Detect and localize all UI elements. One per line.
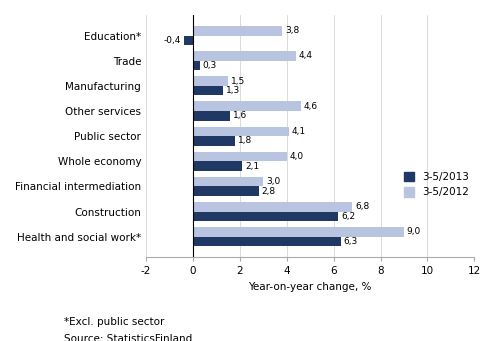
Text: 4,0: 4,0 <box>290 152 304 161</box>
Text: 4,6: 4,6 <box>304 102 318 111</box>
Text: 4,4: 4,4 <box>299 51 313 60</box>
Bar <box>193 86 223 95</box>
Text: 6,8: 6,8 <box>355 202 370 211</box>
Bar <box>193 227 404 237</box>
Text: 6,3: 6,3 <box>344 237 358 246</box>
Text: -0,4: -0,4 <box>163 36 181 45</box>
Text: 9,0: 9,0 <box>407 227 421 236</box>
Bar <box>193 76 228 86</box>
Text: 2,8: 2,8 <box>261 187 275 196</box>
Legend: 3-5/2013, 3-5/2012: 3-5/2013, 3-5/2012 <box>404 172 469 197</box>
X-axis label: Year-on-year change, %: Year-on-year change, % <box>248 282 372 292</box>
Text: 3,0: 3,0 <box>266 177 280 186</box>
Text: Source: StatisticsFinland: Source: StatisticsFinland <box>64 334 193 341</box>
Bar <box>193 51 296 61</box>
Text: *Excl. public sector: *Excl. public sector <box>64 317 165 327</box>
Text: 4,1: 4,1 <box>292 127 306 136</box>
Text: 1,3: 1,3 <box>226 86 241 95</box>
Text: 2,1: 2,1 <box>245 162 259 170</box>
Text: 0,3: 0,3 <box>203 61 217 70</box>
Bar <box>193 161 242 171</box>
Bar <box>193 127 289 136</box>
Bar <box>193 26 282 35</box>
Bar <box>184 35 193 45</box>
Bar <box>193 202 352 212</box>
Bar <box>193 136 235 146</box>
Text: 6,2: 6,2 <box>341 212 355 221</box>
Bar <box>193 187 258 196</box>
Bar <box>193 237 341 246</box>
Text: 1,6: 1,6 <box>233 111 248 120</box>
Text: 3,8: 3,8 <box>285 26 299 35</box>
Text: 1,8: 1,8 <box>238 136 252 145</box>
Bar <box>193 152 287 161</box>
Bar <box>193 111 231 121</box>
Bar <box>193 177 263 187</box>
Text: 1,5: 1,5 <box>231 77 245 86</box>
Bar <box>193 212 338 221</box>
Bar <box>193 61 200 70</box>
Bar <box>193 102 301 111</box>
